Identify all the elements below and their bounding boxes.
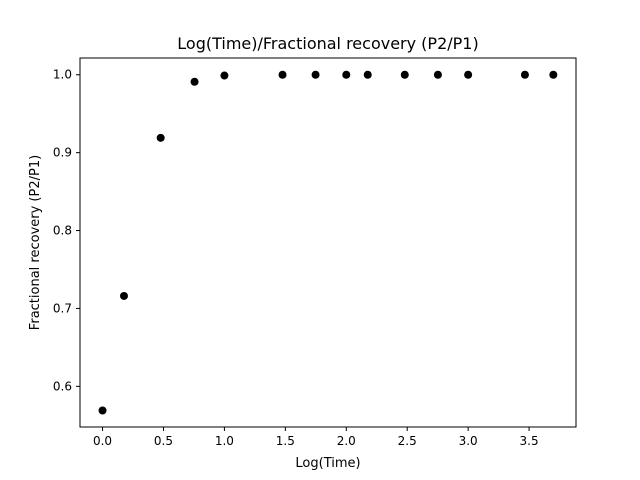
- data-point: [120, 292, 128, 300]
- y-tick-label: 0.6: [53, 379, 72, 393]
- data-point: [157, 134, 165, 142]
- data-point: [99, 406, 107, 414]
- data-point: [279, 71, 287, 79]
- data-point: [364, 71, 372, 79]
- data-point: [220, 72, 228, 80]
- data-point: [521, 71, 529, 79]
- y-tick-label: 0.9: [53, 146, 72, 160]
- x-tick-label: 1.5: [276, 434, 295, 448]
- x-axis-label: Log(Time): [295, 456, 360, 471]
- x-tick-label: 1.0: [215, 434, 234, 448]
- data-point: [191, 78, 199, 86]
- data-point: [342, 71, 350, 79]
- x-tick-label: 2.0: [337, 434, 356, 448]
- y-tick-label: 1.0: [53, 68, 72, 82]
- x-tick-label: 0.5: [154, 434, 173, 448]
- plot-area: [80, 58, 576, 427]
- y-axis-label: Fractional recovery (P2/P1): [28, 155, 43, 330]
- data-point: [434, 71, 442, 79]
- chart-title: Log(Time)/Fractional recovery (P2/P1): [177, 34, 478, 53]
- data-point: [464, 71, 472, 79]
- x-tick-label: 2.5: [398, 434, 417, 448]
- data-point: [549, 71, 557, 79]
- y-axis-ticks: 0.6 0.7 0.8 0.9 1.0: [53, 68, 80, 394]
- y-tick-label: 0.7: [53, 301, 72, 315]
- x-tick-label: 3.5: [520, 434, 539, 448]
- x-tick-label: 3.0: [459, 434, 478, 448]
- x-tick-label: 0.0: [93, 434, 112, 448]
- data-point: [401, 71, 409, 79]
- y-tick-label: 0.8: [53, 224, 72, 238]
- x-axis-ticks: 0.0 0.5 1.0 1.5 2.0 2.5 3.0 3.5: [93, 427, 539, 448]
- data-point: [312, 71, 320, 79]
